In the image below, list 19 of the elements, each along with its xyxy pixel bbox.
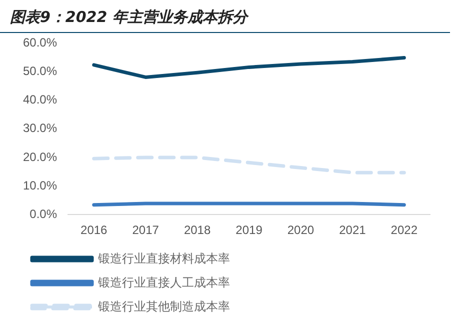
legend-label: 锻造行业其他制造成本率 [97,299,230,314]
y-tick-label: 60.0% [22,36,58,50]
y-tick-label: 0.0% [30,206,58,221]
y-tick-label: 10.0% [22,178,58,192]
x-tick-label: 2016 [80,223,108,238]
x-tick-label: 2021 [339,223,366,238]
x-tick-label: 2018 [184,223,211,238]
legend-label: 锻造行业直接人工成本率 [97,275,230,290]
y-tick-label: 20.0% [22,150,58,164]
x-tick-label: 2020 [287,223,314,238]
line-series [92,156,406,174]
legend-label: 锻造行业直接材料成本率 [97,251,230,266]
chart-title: 图表9：2022 年主营业务成本拆分 [0,0,450,33]
y-tick-label: 40.0% [22,92,58,107]
y-tick-label: 50.0% [22,64,58,78]
x-tick-label: 2022 [390,223,418,238]
y-tick-label: 30.0% [22,121,58,136]
x-tick-label: 2017 [132,223,160,238]
x-tick-label: 2019 [236,223,263,238]
